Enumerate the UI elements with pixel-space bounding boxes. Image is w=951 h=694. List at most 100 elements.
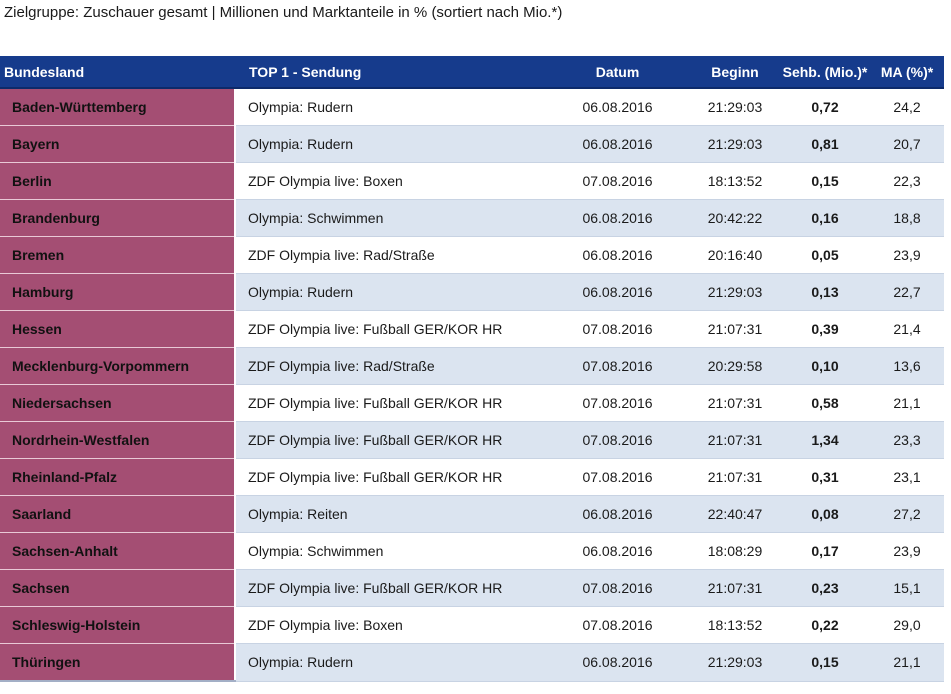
cell-sehbeteiligung: 0,10 [780,347,870,385]
cell-beginn: 18:13:52 [690,606,780,644]
table-row: Sachsen ZDF Olympia live: Fußball GER/KOR… [0,569,944,607]
cell-beginn: 20:16:40 [690,236,780,274]
cell-marktanteil: 21,4 [870,310,944,348]
cell-sendung: Olympia: Rudern [235,273,545,311]
cell-sehbeteiligung: 0,17 [780,532,870,570]
cell-datum: 07.08.2016 [545,421,690,459]
cell-bundesland: Hamburg [0,273,236,311]
cell-beginn: 21:29:03 [690,643,780,682]
cell-sehbeteiligung: 0,81 [780,125,870,163]
cell-bundesland: Thüringen [0,643,236,682]
cell-beginn: 22:40:47 [690,495,780,533]
cell-marktanteil: 29,0 [870,606,944,644]
cell-sendung: Olympia: Schwimmen [235,532,545,570]
cell-bundesland: Brandenburg [0,199,236,237]
cell-marktanteil: 21,1 [870,384,944,422]
cell-beginn: 18:08:29 [690,532,780,570]
cell-bundesland: Berlin [0,162,236,200]
table-header-row: Bundesland TOP 1 - Sendung Datum Beginn … [0,56,944,89]
cell-marktanteil: 23,1 [870,458,944,496]
cell-sendung: Olympia: Rudern [235,125,545,163]
cell-marktanteil: 13,6 [870,347,944,385]
cell-marktanteil: 21,1 [870,643,944,682]
cell-sendung: Olympia: Rudern [235,88,545,126]
table-row: Bremen ZDF Olympia live: Rad/Straße 06.08.… [0,236,944,274]
cell-sehbeteiligung: 0,22 [780,606,870,644]
header-marktanteil: MA (%)* [870,56,944,89]
cell-datum: 07.08.2016 [545,310,690,348]
cell-datum: 06.08.2016 [545,125,690,163]
cell-sehbeteiligung: 0,72 [780,88,870,126]
cell-sehbeteiligung: 0,15 [780,162,870,200]
cell-sendung: Olympia: Schwimmen [235,199,545,237]
cell-beginn: 21:07:31 [690,310,780,348]
cell-datum: 07.08.2016 [545,606,690,644]
cell-datum: 06.08.2016 [545,88,690,126]
cell-bundesland: Schleswig-Holstein [0,606,236,644]
cell-bundesland: Bayern [0,125,236,163]
cell-sendung: ZDF Olympia live: Rad/Straße [235,236,545,274]
cell-beginn: 20:42:22 [690,199,780,237]
cell-datum: 06.08.2016 [545,643,690,682]
cell-beginn: 18:13:52 [690,162,780,200]
table-row: Hessen ZDF Olympia live: Fußball GER/KOR … [0,310,944,348]
cell-beginn: 21:29:03 [690,88,780,126]
cell-marktanteil: 20,7 [870,125,944,163]
table-row: Thüringen Olympia: Rudern 06.08.2016 21:29:… [0,643,944,682]
cell-bundesland: Mecklenburg-Vorpommern [0,347,236,385]
table-row: Brandenburg Olympia: Schwimmen 06.08.2016 2… [0,199,944,237]
cell-beginn: 21:07:31 [690,421,780,459]
cell-beginn: 21:07:31 [690,458,780,496]
cell-sendung: Olympia: Reiten [235,495,545,533]
cell-sendung: Olympia: Rudern [235,643,545,682]
table-row: Sachsen-Anhalt Olympia: Schwimmen 06.08.20… [0,532,944,570]
header-beginn: Beginn [690,56,780,89]
cell-datum: 07.08.2016 [545,162,690,200]
header-sendung: TOP 1 - Sendung [235,56,545,89]
cell-sehbeteiligung: 0,13 [780,273,870,311]
cell-sendung: ZDF Olympia live: Rad/Straße [235,347,545,385]
cell-marktanteil: 23,3 [870,421,944,459]
cell-datum: 06.08.2016 [545,199,690,237]
cell-beginn: 21:29:03 [690,273,780,311]
cell-bundesland: Sachsen-Anhalt [0,532,236,570]
cell-bundesland: Rheinland-Pfalz [0,458,236,496]
ratings-table: Bundesland TOP 1 - Sendung Datum Beginn … [0,56,944,682]
cell-marktanteil: 22,3 [870,162,944,200]
cell-beginn: 21:07:31 [690,384,780,422]
cell-marktanteil: 23,9 [870,532,944,570]
table-row: Mecklenburg-Vorpommern ZDF Olympia live: … [0,347,944,385]
cell-sendung: ZDF Olympia live: Boxen [235,606,545,644]
cell-marktanteil: 27,2 [870,495,944,533]
cell-sendung: ZDF Olympia live: Fußball GER/KOR HR [235,458,545,496]
cell-datum: 06.08.2016 [545,236,690,274]
cell-beginn: 21:29:03 [690,125,780,163]
cell-beginn: 20:29:58 [690,347,780,385]
cell-datum: 06.08.2016 [545,532,690,570]
cell-datum: 06.08.2016 [545,495,690,533]
table-row: Berlin ZDF Olympia live: Boxen 07.08.2016 1… [0,162,944,200]
cell-sendung: ZDF Olympia live: Fußball GER/KOR HR [235,421,545,459]
table-row: Nordrhein-Westfalen ZDF Olympia live: Fuß… [0,421,944,459]
cell-sehbeteiligung: 0,23 [780,569,870,607]
cell-bundesland: Niedersachsen [0,384,236,422]
cell-sehbeteiligung: 0,05 [780,236,870,274]
table-row: Bayern Olympia: Rudern 06.08.2016 21:29:03 0… [0,125,944,163]
table-body: Baden-Württemberg Olympia: Rudern 06.08.20… [0,88,944,682]
cell-bundesland: Sachsen [0,569,236,607]
cell-sendung: ZDF Olympia live: Fußball GER/KOR HR [235,569,545,607]
cell-marktanteil: 15,1 [870,569,944,607]
cell-sendung: ZDF Olympia live: Fußball GER/KOR HR [235,384,545,422]
cell-bundesland: Baden-Württemberg [0,88,236,126]
header-sehbeteiligung: Sehb. (Mio.)* [780,56,870,89]
cell-sehbeteiligung: 0,31 [780,458,870,496]
cell-datum: 07.08.2016 [545,347,690,385]
table-caption: Zielgruppe: Zuschauer gesamt | Millionen… [4,4,563,21]
cell-bundesland: Bremen [0,236,236,274]
cell-bundesland: Hessen [0,310,236,348]
cell-datum: 07.08.2016 [545,569,690,607]
cell-sehbeteiligung: 0,58 [780,384,870,422]
cell-datum: 06.08.2016 [545,273,690,311]
table-row: Baden-Württemberg Olympia: Rudern 06.08.20… [0,88,944,126]
cell-marktanteil: 24,2 [870,88,944,126]
